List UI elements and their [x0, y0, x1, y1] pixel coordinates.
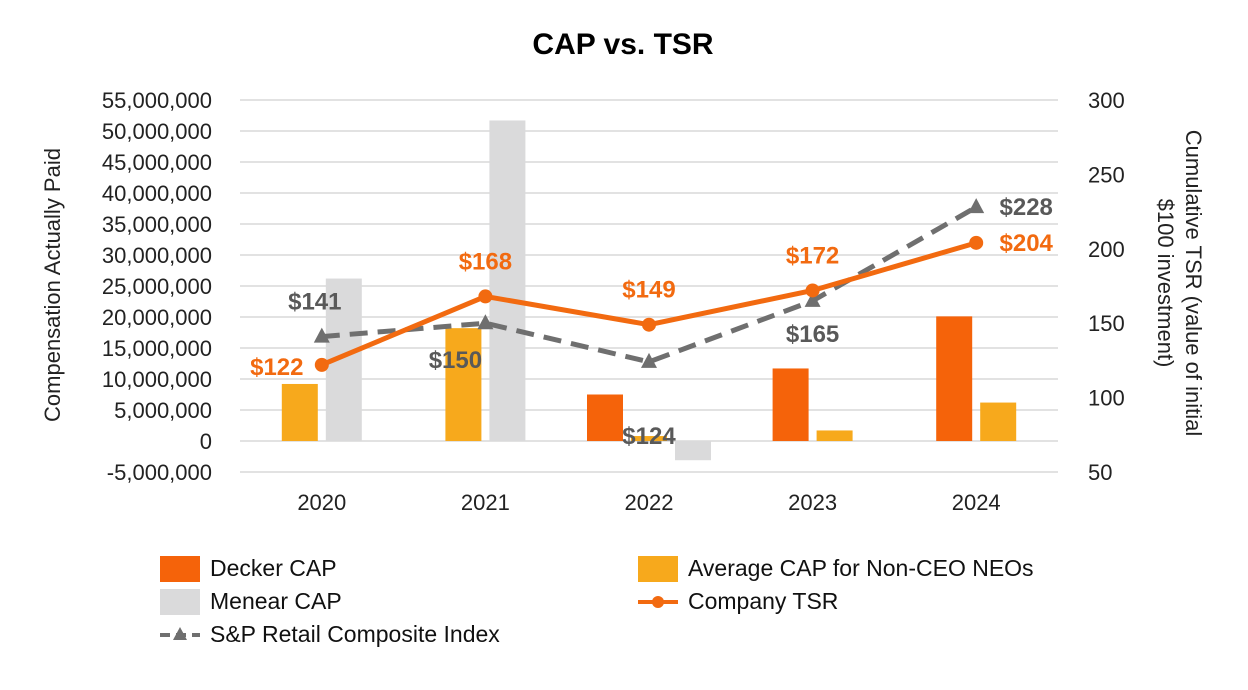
- label-sp-retail-index: $124: [622, 423, 676, 450]
- left-tick-label: -5,000,000: [107, 460, 212, 485]
- right-axis-title-line-1: Cumulative TSR (value of initial: [1181, 130, 1206, 437]
- right-tick-label: 250: [1088, 162, 1125, 187]
- left-tick-label: 20,000,000: [102, 305, 212, 330]
- label-sp-retail-index: $228: [1000, 194, 1053, 221]
- x-tick-label: 2020: [297, 490, 346, 515]
- left-tick-label: 30,000,000: [102, 243, 212, 268]
- bar-decker-cap: [772, 368, 809, 441]
- marker-sp-retail-index: [313, 327, 330, 343]
- bar-decker-cap: [936, 316, 973, 441]
- legend-swatch-average-cap: [638, 555, 678, 582]
- legend-item-decker-cap: Decker CAP: [160, 555, 337, 582]
- label-sp-retail-index: $150: [429, 347, 482, 374]
- left-axis-ticks: -5,000,000 0 5,000,000 10,000,000 15,000,000…: [102, 88, 212, 485]
- bar-decker-cap: [587, 394, 623, 441]
- legend-swatch-decker-cap: [160, 555, 200, 582]
- legend-label: S&P Retail Composite Index: [210, 621, 500, 647]
- lines: [313, 198, 985, 372]
- x-tick-label: 2024: [952, 490, 1001, 515]
- right-tick-label: 100: [1088, 386, 1125, 411]
- legend-label: Menear CAP: [210, 588, 342, 614]
- left-axis-title: Compensation Actually Paid: [40, 148, 65, 422]
- legend-swatch-company-tsr: [638, 595, 678, 608]
- marker-company-tsr: [478, 289, 493, 304]
- bar-average-cap-for-non-ceo-neos: [980, 402, 1017, 441]
- legend-item-average-cap: Average CAP for Non-CEO NEOs: [638, 555, 1034, 582]
- marker-sp-retail-index: [968, 198, 985, 214]
- x-axis-ticks: 2020 2021 2022 2023 2024: [297, 490, 1000, 515]
- bars: [281, 120, 1017, 461]
- x-tick-label: 2022: [625, 490, 674, 515]
- right-tick-label: 300: [1088, 88, 1125, 113]
- bar-average-cap-for-non-ceo-neos: [816, 430, 853, 441]
- right-tick-label: 200: [1088, 237, 1125, 262]
- left-tick-label: 10,000,000: [102, 367, 212, 392]
- label-sp-retail-index: $141: [288, 289, 341, 316]
- right-tick-label: 150: [1088, 311, 1125, 336]
- line-sp-retail-index: [321, 204, 978, 365]
- right-axis-ticks: 50 100 150 200 250 300: [1088, 88, 1125, 485]
- left-tick-label: 35,000,000: [102, 212, 212, 237]
- left-tick-label: 25,000,000: [102, 274, 212, 299]
- x-tick-label: 2023: [788, 490, 837, 515]
- cap-vs-tsr-chart: CAP vs. TSR -5,000,000 0 5,000,000 10,000,0…: [40, 28, 1206, 515]
- left-tick-label: 5,000,000: [114, 398, 212, 423]
- label-company-tsr: $168: [459, 248, 512, 275]
- legend-swatch-sp-retail-index: [160, 626, 200, 640]
- right-tick-label: 50: [1088, 460, 1112, 485]
- marker-company-tsr: [642, 317, 656, 332]
- bar-average-cap-for-non-ceo-neos: [281, 383, 318, 441]
- marker-company-tsr: [314, 357, 329, 372]
- label-sp-retail-index: $165: [786, 321, 839, 348]
- legend: Decker CAP Average CAP for Non-CEO NEOs …: [160, 555, 1120, 655]
- chart-title: CAP vs. TSR: [532, 28, 714, 61]
- left-tick-label: 40,000,000: [102, 181, 212, 206]
- label-company-tsr: $172: [786, 242, 839, 269]
- label-company-tsr: $149: [622, 277, 675, 304]
- legend-item-company-tsr: Company TSR: [638, 588, 838, 615]
- bar-average-cap-for-non-ceo-neos: [631, 436, 667, 441]
- legend-label: Decker CAP: [210, 555, 337, 581]
- bar-menear-cap: [489, 120, 526, 442]
- marker-company-tsr: [805, 283, 820, 298]
- legend-label: Average CAP for Non-CEO NEOs: [688, 555, 1034, 581]
- left-tick-label: 45,000,000: [102, 150, 212, 175]
- gridlines: [240, 99, 1058, 473]
- data-labels: $122 $168 $149 $172 $204 $141 $150 $124 $165 $228: [250, 194, 1053, 450]
- marker-company-tsr: [969, 235, 984, 250]
- right-axis-title-line-2: $100 investment): [1153, 199, 1178, 368]
- left-tick-label: 0: [200, 429, 212, 454]
- bar-average-cap-for-non-ceo-neos: [445, 328, 482, 441]
- left-tick-label: 50,000,000: [102, 119, 212, 144]
- left-tick-label: 15,000,000: [102, 336, 212, 361]
- label-company-tsr: $122: [250, 354, 303, 381]
- left-tick-label: 55,000,000: [102, 88, 212, 113]
- marker-sp-retail-index: [641, 352, 657, 368]
- bar-menear-cap: [675, 441, 711, 461]
- legend-item-menear-cap: Menear CAP: [160, 588, 342, 615]
- legend-label: Company TSR: [688, 588, 839, 614]
- x-tick-label: 2021: [461, 490, 510, 515]
- marker-sp-retail-index: [804, 291, 821, 307]
- legend-item-sp-retail-index: S&P Retail Composite Index: [160, 621, 500, 648]
- label-company-tsr: $204: [1000, 230, 1054, 257]
- line-company-tsr: [320, 240, 977, 368]
- marker-sp-retail-index: [477, 314, 494, 330]
- legend-swatch-menear-cap: [160, 588, 200, 615]
